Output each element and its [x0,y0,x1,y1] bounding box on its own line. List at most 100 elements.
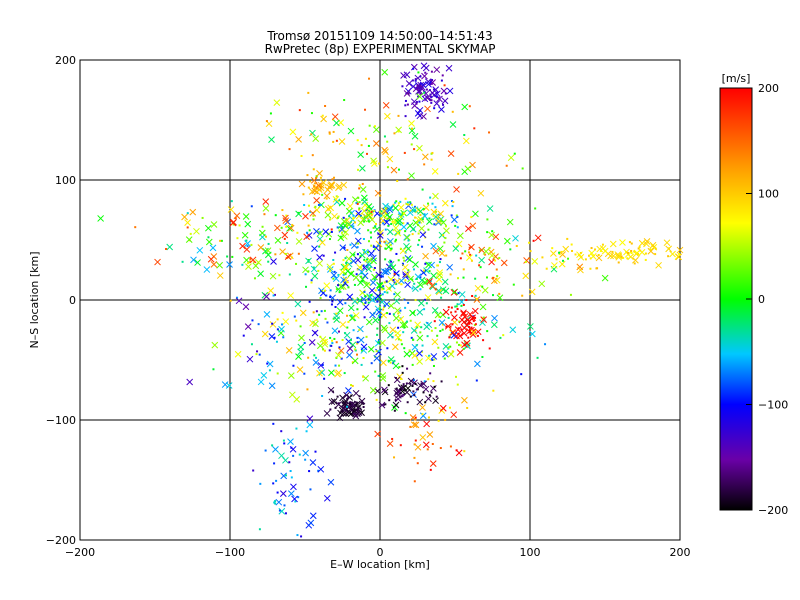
data-point-dot [351,361,354,364]
data-point-dot [430,99,433,102]
data-point-x [403,350,411,358]
data-point-dot [386,347,389,350]
data-point-dot [456,308,459,311]
data-point-x [380,268,388,275]
data-point-dot [353,408,356,411]
data-point-dot [355,273,358,276]
data-point-x [375,240,383,248]
data-point-dot [362,356,365,359]
data-point-dot [315,318,318,321]
data-point-dot [455,341,458,344]
data-point-dot [303,204,306,207]
data-point-x [313,227,320,235]
data-point-dot [380,210,383,213]
data-point-x [381,386,388,394]
data-point-dot [499,336,502,339]
data-point-dot [398,231,401,234]
data-point-dot [449,406,452,409]
data-point-x [261,330,269,338]
data-point-x [400,223,408,231]
data-point-x [296,366,304,373]
data-point-x [394,291,401,298]
data-point-x [361,248,369,256]
data-point-dot [330,228,333,231]
data-point-x [302,449,309,457]
data-point-dot [409,382,412,385]
data-point-x [381,388,389,396]
data-point-x [386,204,394,212]
data-point-dot [297,496,300,499]
data-point-dot [462,303,465,306]
data-point-dot [447,347,450,350]
y-axis-label: N–S location [km] [28,251,41,348]
data-point-dot [289,470,292,473]
data-point-x [595,254,603,262]
data-point-dot [335,139,338,142]
data-point-dot [323,349,326,352]
data-point-dot [378,241,381,244]
data-point-dot [299,325,302,328]
data-point-x [379,372,387,379]
data-point-dot [426,322,429,325]
data-point-x [431,307,439,314]
data-point-dot [505,164,508,167]
data-point-dot [315,356,318,359]
data-point-x [411,352,419,359]
data-point-x [351,196,359,203]
data-point-x [409,414,417,421]
data-point-dot [401,212,404,215]
data-point-dot [437,419,440,422]
data-point-dot [328,132,331,135]
data-point-x [464,165,472,173]
data-point-x [316,254,323,261]
data-point-dot [285,474,288,477]
data-point-dot [407,301,410,304]
data-point-dot [567,257,570,260]
data-point-x [425,80,432,88]
data-point-dot [440,380,443,383]
data-point-dot [326,321,329,324]
data-point-dot [413,456,416,459]
data-point-dot [261,225,264,228]
data-point-x [512,234,519,242]
data-point-dot [476,334,479,337]
data-point-x [368,287,376,294]
data-point-x [338,199,346,207]
data-point-x [399,321,407,329]
data-point-dot [420,382,423,385]
data-point-dot [473,127,476,130]
data-point-dot [320,310,323,313]
data-point-x [375,348,382,356]
data-point-dot [236,296,239,299]
data-point-x [436,269,444,276]
data-point-dot [334,364,337,367]
data-point-dot [597,253,600,256]
data-point-x [352,274,360,281]
data-point-x [414,443,422,451]
y-tick-label: −100 [46,414,76,427]
data-point-dot [381,293,384,296]
data-point-x [455,449,463,457]
data-point-dot [374,289,377,292]
data-point-dot [242,334,245,337]
data-point-dot [342,259,345,262]
data-point-dot [400,339,403,342]
data-point-dot [410,143,413,146]
grid-lines [80,60,680,540]
data-point-dot [329,336,332,339]
data-point-dot [321,193,324,196]
data-point-x [422,153,429,161]
data-point-dot [356,139,359,142]
data-point-x [249,256,257,264]
data-point-x [397,204,405,211]
data-point-x [410,421,418,429]
data-point-x [196,246,204,254]
data-point-dot [343,246,346,249]
data-point-dot [291,223,294,226]
data-point-x [295,238,303,245]
data-point-x [365,318,373,326]
data-point-dot [366,258,369,261]
data-point-dot [439,447,442,450]
data-point-dot [485,276,488,279]
data-point-dot [348,215,351,218]
